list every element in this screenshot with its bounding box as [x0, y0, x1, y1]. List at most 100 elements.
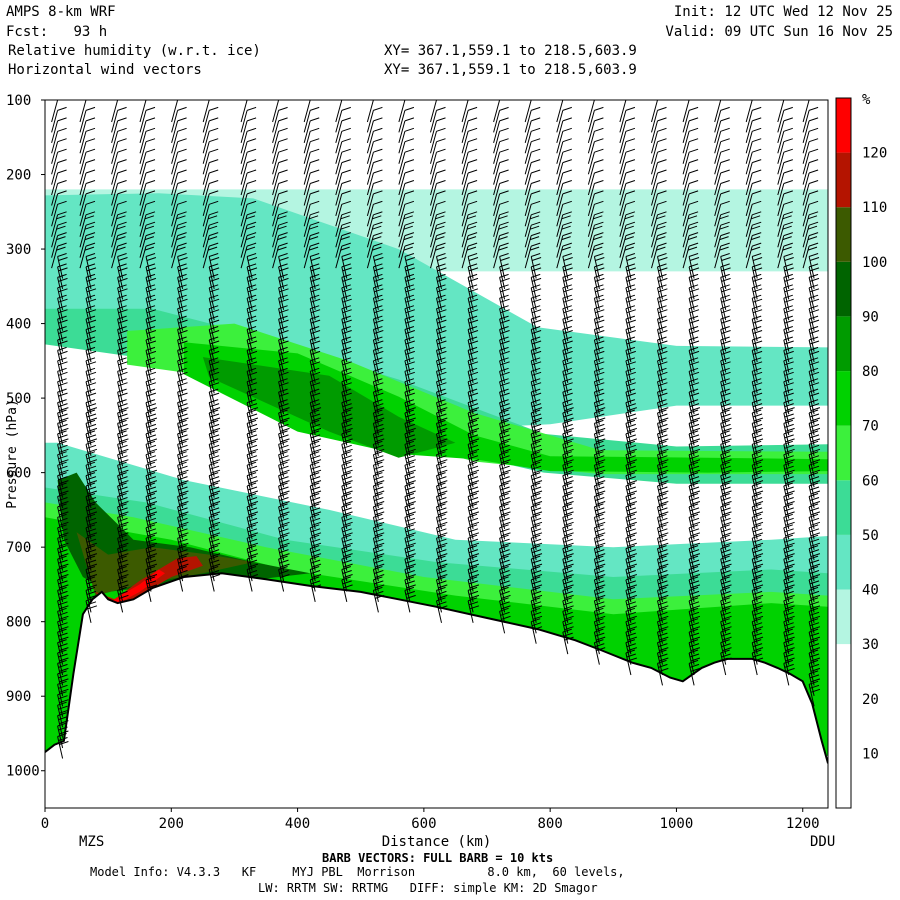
barb-feather — [595, 257, 605, 261]
barb-feather — [209, 232, 219, 237]
barb-feather — [807, 246, 818, 251]
barb-feather — [625, 451, 636, 456]
barb-feather — [564, 511, 574, 516]
barb-feather — [246, 127, 257, 132]
barb-feather — [404, 493, 415, 497]
barb-feather — [721, 392, 731, 397]
barb-feather — [209, 497, 220, 501]
barb-feather — [531, 545, 541, 550]
barb-feather — [209, 340, 220, 345]
barb-feather — [721, 476, 731, 481]
barb-feather — [689, 392, 700, 397]
barb-feather — [467, 378, 478, 383]
barb-feather — [246, 305, 257, 310]
physics-info: LW: RRTM SW: RRTMG DIFF: simple KM: 2D S… — [258, 881, 598, 895]
barb-feather — [809, 350, 820, 355]
barb-feather — [58, 371, 68, 376]
barb-feather — [657, 305, 667, 310]
barb-feather — [343, 532, 353, 537]
barb-feather — [178, 455, 188, 460]
barb-feather — [531, 382, 542, 387]
barb-feather — [146, 371, 157, 376]
barb-feather — [248, 532, 259, 537]
barb-feather — [278, 169, 288, 174]
barb-feather — [57, 326, 67, 330]
endpoint-left-label: MZS — [79, 834, 104, 850]
barb-feather — [87, 501, 98, 505]
barb-feather — [594, 367, 604, 372]
barb-feather — [808, 482, 819, 487]
colorbar-tick-label: 100 — [862, 255, 887, 271]
barb-feather — [145, 346, 156, 351]
barb-shaft — [85, 266, 92, 290]
barb-shaft — [587, 183, 595, 206]
barb-shaft — [79, 183, 87, 206]
barb-feather — [531, 326, 541, 330]
barb-feather — [625, 409, 636, 414]
barb-shaft — [303, 141, 311, 164]
barb-feather — [438, 427, 448, 432]
barb-shaft — [499, 423, 506, 446]
barb-feather — [753, 636, 764, 641]
barb-feather — [117, 451, 127, 456]
barb-feather — [595, 434, 605, 439]
barb-feather — [468, 267, 479, 272]
barb-feather — [117, 388, 127, 393]
barb-feather — [375, 417, 385, 422]
barb-feather — [437, 528, 447, 533]
barb-shaft — [202, 152, 210, 175]
barb-feather — [145, 138, 156, 143]
barb-column-4 — [171, 100, 189, 592]
barb-feather — [438, 532, 448, 537]
barb-feather — [308, 236, 319, 241]
barb-feather — [279, 288, 289, 293]
barb-feather — [657, 451, 667, 456]
barb-shaft — [111, 183, 119, 206]
barb-feather — [500, 601, 510, 606]
barb-feather — [310, 507, 321, 512]
barb-feather — [594, 357, 604, 362]
barb-feather — [562, 180, 572, 184]
barb-feather — [437, 517, 447, 522]
barb-feather — [500, 517, 510, 522]
barb-feather — [658, 444, 668, 449]
barb-feather — [375, 438, 385, 443]
barb-feather — [659, 667, 669, 672]
barb-feather — [177, 524, 187, 529]
barb-feather — [405, 257, 415, 261]
xy-range-1: XY= 367.1,559.1 to 218.5,603.9 — [384, 43, 637, 59]
barb-feather — [119, 574, 129, 578]
barb-feather — [86, 340, 97, 345]
barb-feather — [405, 403, 415, 408]
barb-feather — [688, 294, 699, 299]
barb-feather — [404, 148, 415, 153]
barb-feather — [810, 584, 821, 589]
barb-feather — [247, 361, 258, 366]
barb-feather — [57, 691, 67, 696]
barb-feather — [784, 371, 794, 376]
barb-feather — [595, 580, 605, 585]
barb-feather — [209, 559, 220, 564]
barb-feather — [720, 493, 730, 497]
barb-feather — [784, 330, 794, 334]
barb-feather — [145, 221, 156, 226]
barb-feather — [278, 305, 288, 310]
barb-shaft — [556, 172, 564, 196]
forecast-hour: Fcst: 93 h — [6, 25, 107, 39]
barb-feather — [209, 357, 219, 362]
barb-feather — [372, 215, 382, 220]
barb-feather — [594, 138, 604, 143]
barb-feather — [468, 570, 479, 574]
barb-shaft — [499, 360, 506, 383]
barb-feather — [563, 403, 573, 408]
barb-feather — [246, 221, 257, 226]
barb-feather — [657, 357, 667, 362]
barb-shaft — [85, 538, 92, 561]
barb-feather — [594, 451, 604, 456]
barb-shaft — [499, 318, 506, 342]
barb-feather — [435, 236, 445, 241]
barb-feather — [374, 361, 384, 366]
terrain-below-surface — [45, 573, 828, 808]
barb-feather — [501, 584, 511, 589]
barb-feather — [564, 636, 574, 641]
